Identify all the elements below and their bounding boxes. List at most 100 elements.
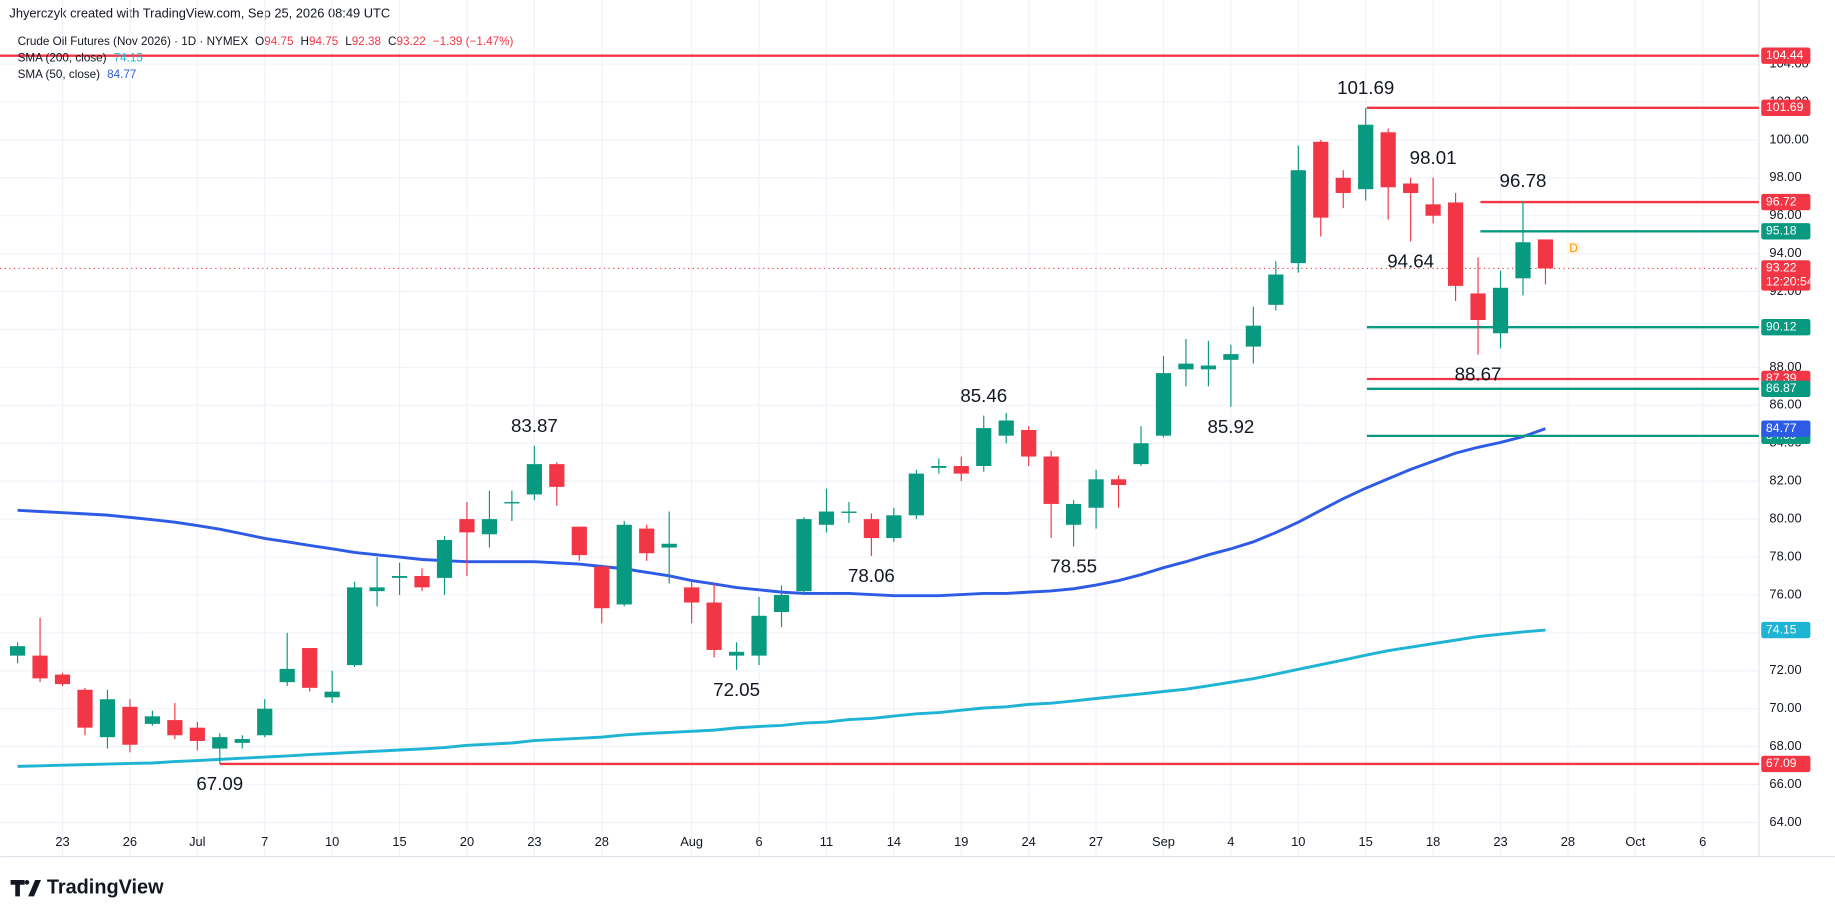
candle-body (1110, 479, 1127, 485)
candle-body (347, 587, 363, 666)
high-label: 85.46 (960, 385, 1007, 406)
candle-body (594, 566, 610, 609)
y-tick-label: 72.00 (1769, 662, 1801, 677)
x-tick-label: 28 (595, 834, 609, 849)
y-tick-label: 86.00 (1769, 397, 1801, 412)
x-tick-label: 14 (887, 834, 901, 849)
candle-body (504, 502, 520, 504)
sma-label-bg (1761, 621, 1811, 639)
x-tick-label: 20 (460, 834, 474, 849)
candle-body (931, 466, 947, 468)
candle-body (1515, 242, 1531, 279)
x-tick-label: 23 (527, 834, 541, 849)
last-price-label: 93.22 (1766, 261, 1797, 275)
logo-text: TradingView (47, 876, 164, 898)
level-label-bg (1761, 47, 1811, 64)
candle-body (706, 602, 722, 650)
last-price-label-countdown: 12:20:54 (1766, 275, 1814, 289)
candle-body (391, 575, 408, 578)
candle-body (908, 473, 924, 516)
x-tick-label: 28 (1561, 834, 1575, 849)
candle-body (1088, 479, 1104, 508)
x-tick-label: Aug (680, 834, 703, 849)
x-tick-label: 23 (55, 834, 69, 849)
x-tick-label: Jul (189, 834, 205, 849)
legend-name: SMA (50, close) (18, 68, 101, 81)
level-label-bg (1761, 755, 1811, 773)
level-label-bg (1761, 99, 1811, 117)
candle-body (122, 706, 138, 745)
event-marker-text: D (1569, 242, 1577, 255)
y-tick-label: 80.00 (1769, 511, 1801, 526)
x-tick-label: Oct (1625, 834, 1645, 849)
low-label: 85.92 (1207, 416, 1254, 437)
candle-body (459, 519, 475, 533)
x-tick-label: 6 (1699, 834, 1706, 849)
candle-body (1021, 429, 1037, 457)
level-label: 67.09 (1766, 756, 1797, 770)
x-tick-label: 10 (1291, 834, 1305, 849)
y-tick-label: 100.00 (1769, 131, 1808, 146)
high-label: 98.01 (1410, 147, 1457, 168)
candle-body (1425, 204, 1441, 216)
y-tick-label: 70.00 (1769, 700, 1801, 715)
symbol: Crude Oil Futures (Nov 2026) · 1D · NYME… (18, 35, 249, 48)
x-tick-label: 27 (1089, 834, 1103, 849)
y-tick-label: 96.00 (1769, 207, 1801, 222)
ohlc-value: 93.22 (397, 35, 426, 48)
y-tick-label: 94.00 (1769, 245, 1801, 260)
low-label: 72.05 (713, 679, 760, 700)
high-label: 96.78 (1500, 170, 1547, 191)
candle-body (818, 511, 835, 525)
legend-value: 74.15 (114, 52, 144, 65)
candle-body (841, 511, 857, 513)
candle-body (1313, 141, 1329, 218)
x-tick-label: 10 (325, 834, 339, 849)
candle-body (526, 464, 542, 495)
low-label: 88.67 (1455, 364, 1502, 385)
x-tick-label: 26 (123, 834, 137, 849)
last-price-label-bg (1761, 260, 1811, 291)
y-tick-label: 76.00 (1769, 586, 1801, 601)
x-tick-label: 18 (1426, 834, 1440, 849)
x-tick-label: 15 (392, 834, 406, 849)
candle-body (1537, 239, 1554, 269)
level-label: 96.72 (1766, 194, 1797, 208)
candle-body (1470, 293, 1486, 321)
candle-body (549, 464, 565, 487)
candle-body (1290, 170, 1306, 264)
ohlc-value: 92.38 (352, 35, 381, 48)
candle-body (189, 727, 205, 741)
change: −1.39 (−1.47%) (433, 35, 514, 48)
candle-body (1043, 456, 1059, 504)
y-tick-label: 66.00 (1769, 776, 1801, 791)
level-label-bg (1761, 380, 1811, 398)
low-label: 78.06 (848, 565, 895, 586)
ohlc-prefix: H (301, 35, 309, 48)
candle-body (616, 524, 632, 605)
candle-body (414, 575, 430, 588)
candle-body (77, 689, 93, 728)
candle-body (54, 674, 71, 685)
candle-body (998, 420, 1014, 436)
ohlc-value: 94.75 (309, 35, 339, 48)
candle-body (32, 655, 48, 679)
y-tick-label: 64.00 (1769, 814, 1801, 829)
level-label: 90.12 (1766, 319, 1797, 333)
candle-body (1335, 177, 1351, 193)
candle-body (1268, 274, 1284, 305)
candle-body (257, 708, 273, 736)
level-label: 104.44 (1766, 48, 1804, 62)
candle-body (1447, 202, 1464, 286)
candle-body (571, 526, 587, 556)
x-tick-label: 7 (261, 834, 268, 849)
candle-body (324, 691, 340, 698)
candle-body (481, 519, 498, 535)
sma-label: 74.15 (1766, 622, 1797, 636)
level-label: 101.69 (1766, 100, 1804, 114)
ohlc-prefix: L (345, 35, 352, 48)
ohlc-prefix: C (388, 35, 396, 48)
candle-body (1223, 354, 1239, 360)
candle-body (1133, 443, 1149, 465)
